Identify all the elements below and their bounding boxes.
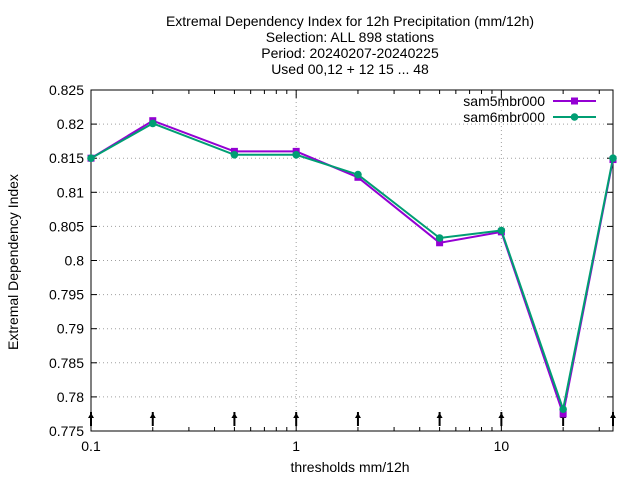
title-line-4: Used 00,12 + 12 15 ... 48 [271, 61, 429, 77]
axes: 0.775 0.78 0.785 0.79 0.795 0.8 0.805 0.81 0.815… [49, 82, 616, 454]
data-point-sam6mbr000 [435, 234, 444, 242]
y-tick-label: 0.805 [49, 218, 84, 234]
y-tick-label: 0.795 [49, 287, 84, 303]
chart-title: Extremal Dependency Index for 12h Precip… [166, 13, 534, 77]
data-point-sam5mbr000 [559, 410, 567, 418]
data-point-sam6mbr000 [148, 119, 157, 128]
y-tick-label: 0.82 [57, 116, 84, 132]
data-point-sam6mbr000 [230, 150, 239, 159]
legend-label: sam6mbr000 [463, 109, 545, 125]
sample-marker-arrow [354, 413, 361, 418]
y-axis-label: Extremal Dependency Index [5, 174, 21, 350]
data-point-sam6mbr000 [87, 154, 95, 162]
plot-border [90, 89, 614, 432]
sample-marker-arrow [88, 413, 94, 418]
sample-marker-arrow [149, 413, 156, 418]
x-axis-label: thresholds mm/12h [290, 459, 409, 475]
grid [90, 89, 613, 432]
data-point-sam6mbr000 [292, 150, 300, 159]
x-tick-label: 10 [494, 438, 510, 454]
data-point-sam6mbr000 [559, 405, 567, 413]
legend-label: sam5mbr000 [463, 93, 545, 109]
data-point-sam5mbr000 [436, 239, 444, 247]
title-line-2: Selection: ALL 898 stations [266, 29, 434, 45]
y-tick-label: 0.81 [57, 184, 84, 200]
sample-marker-arrow [436, 413, 443, 418]
y-tick-label: 0.79 [57, 321, 84, 337]
title-line-1: Extremal Dependency Index for 12h Precip… [166, 13, 534, 29]
y-tick-label: 0.785 [49, 355, 84, 371]
y-tick-label: 0.815 [49, 150, 84, 166]
x-tick-label: 1 [292, 438, 300, 454]
series-line-sam6mbr000 [90, 122, 614, 414]
data-point-sam6mbr000 [497, 226, 506, 235]
series-line-sam5mbr000 [90, 119, 614, 418]
y-tick-label: 0.825 [49, 82, 84, 98]
legend-marker [571, 97, 578, 105]
sample-marker-arrow [498, 413, 505, 418]
data-point-sam6mbr000 [354, 170, 362, 179]
sample-marker-arrow [231, 413, 238, 418]
series-layer [87, 117, 617, 418]
legend-marker [570, 113, 579, 121]
sample-marker-arrow [610, 413, 616, 418]
y-tick-label: 0.775 [49, 423, 84, 439]
y-tick-label: 0.8 [65, 253, 85, 269]
x-tick-label: 0.1 [81, 438, 101, 454]
title-line-3: Period: 20240207-20240225 [261, 45, 439, 61]
data-point-sam6mbr000 [609, 154, 617, 162]
sample-marker-arrow [293, 413, 300, 418]
y-tick-label: 0.78 [57, 389, 84, 405]
